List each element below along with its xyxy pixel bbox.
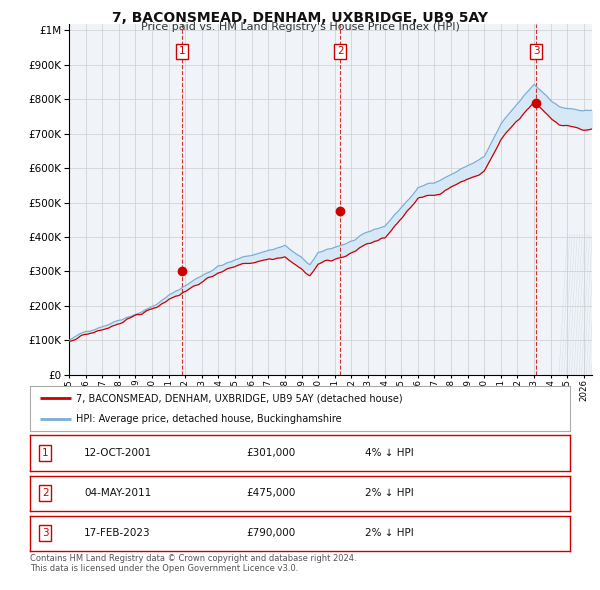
Text: HPI: Average price, detached house, Buckinghamshire: HPI: Average price, detached house, Buck… xyxy=(76,414,341,424)
Text: Contains HM Land Registry data © Crown copyright and database right 2024.
This d: Contains HM Land Registry data © Crown c… xyxy=(30,554,356,573)
Text: 7, BACONSMEAD, DENHAM, UXBRIDGE, UB9 5AY (detached house): 7, BACONSMEAD, DENHAM, UXBRIDGE, UB9 5AY… xyxy=(76,394,403,404)
Text: 3: 3 xyxy=(533,46,539,56)
Text: 04-MAY-2011: 04-MAY-2011 xyxy=(84,489,151,498)
Text: 1: 1 xyxy=(178,46,185,56)
Text: Price paid vs. HM Land Registry's House Price Index (HPI): Price paid vs. HM Land Registry's House … xyxy=(140,22,460,32)
Text: 7, BACONSMEAD, DENHAM, UXBRIDGE, UB9 5AY: 7, BACONSMEAD, DENHAM, UXBRIDGE, UB9 5AY xyxy=(112,11,488,25)
Text: 2% ↓ HPI: 2% ↓ HPI xyxy=(365,529,413,538)
Text: 12-OCT-2001: 12-OCT-2001 xyxy=(84,448,152,458)
Text: 17-FEB-2023: 17-FEB-2023 xyxy=(84,529,151,538)
Text: 2: 2 xyxy=(337,46,344,56)
Text: £475,000: £475,000 xyxy=(246,489,295,498)
Text: £301,000: £301,000 xyxy=(246,448,295,458)
Text: 4% ↓ HPI: 4% ↓ HPI xyxy=(365,448,413,458)
Text: 2% ↓ HPI: 2% ↓ HPI xyxy=(365,489,413,498)
Text: £790,000: £790,000 xyxy=(246,529,295,538)
Text: 1: 1 xyxy=(42,448,49,458)
Text: 3: 3 xyxy=(42,529,49,538)
Text: 2: 2 xyxy=(42,489,49,498)
